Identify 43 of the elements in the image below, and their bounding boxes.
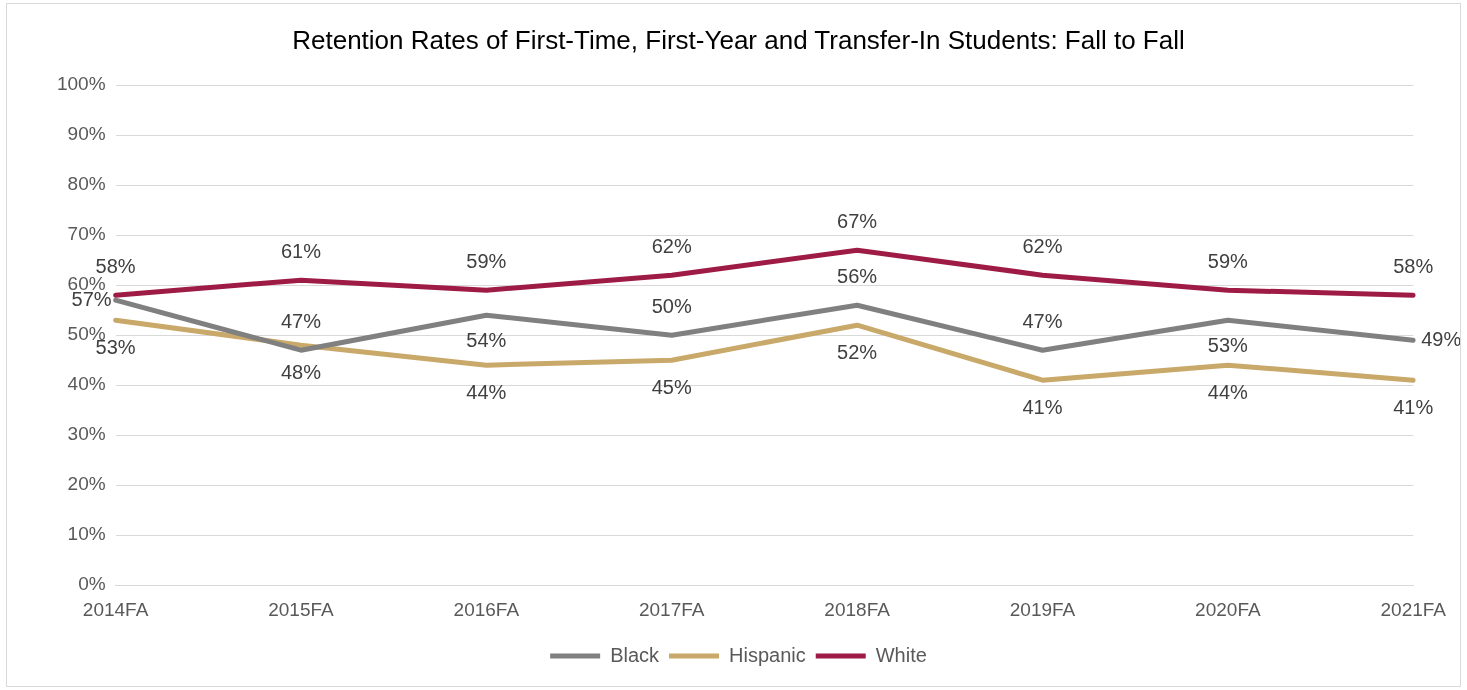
data-label: 67% bbox=[837, 209, 878, 232]
y-tick-label: 90% bbox=[67, 123, 106, 145]
data-label: 52% bbox=[837, 340, 878, 363]
data-label: 58% bbox=[1393, 254, 1434, 277]
data-label: 48% bbox=[280, 360, 322, 383]
y-tick-label: 40% bbox=[67, 373, 106, 395]
x-tick-label: 2020FA bbox=[1195, 598, 1261, 620]
data-label: 61% bbox=[280, 239, 322, 262]
y-tick-label: 30% bbox=[67, 423, 106, 445]
data-label: 45% bbox=[651, 375, 692, 398]
data-label: 59% bbox=[466, 249, 507, 272]
data-label: 44% bbox=[466, 380, 507, 403]
data-label: 47% bbox=[1022, 309, 1063, 332]
x-tick-label: 2015FA bbox=[268, 598, 335, 620]
data-label: 49% bbox=[1421, 327, 1462, 350]
data-label: 58% bbox=[95, 254, 136, 277]
data-label: 53% bbox=[1207, 333, 1249, 356]
x-tick-label: 2019FA bbox=[1009, 598, 1076, 620]
data-label: 62% bbox=[651, 234, 692, 257]
data-label: 47% bbox=[280, 309, 322, 332]
x-tick-label: 2014FA bbox=[82, 598, 149, 620]
x-tick-label: 2017FA bbox=[638, 598, 705, 620]
y-tick-label: 100% bbox=[56, 73, 106, 95]
x-tick-label: 2018FA bbox=[824, 598, 891, 620]
data-label: 41% bbox=[1022, 395, 1063, 418]
x-tick-label: 2021FA bbox=[1380, 598, 1447, 620]
data-label: 59% bbox=[1207, 249, 1249, 272]
legend-label: White bbox=[875, 643, 927, 666]
y-tick-label: 80% bbox=[67, 173, 106, 195]
y-tick-label: 20% bbox=[67, 473, 106, 495]
legend-label: Black bbox=[610, 643, 661, 666]
chart-title: Retention Rates of First-Time, First-Year and Transfer-In Students: Fall to Fall bbox=[292, 24, 1185, 55]
data-label: 54% bbox=[466, 328, 507, 351]
y-tick-label: 10% bbox=[67, 523, 106, 545]
x-tick-label: 2016FA bbox=[453, 598, 520, 620]
y-tick-label: 0% bbox=[78, 573, 106, 595]
data-label: 56% bbox=[837, 264, 878, 287]
data-label: 50% bbox=[651, 294, 692, 317]
legend-label: Hispanic bbox=[729, 643, 806, 666]
y-tick-label: 70% bbox=[67, 223, 106, 245]
data-label: 62% bbox=[1022, 234, 1063, 257]
data-label: 41% bbox=[1393, 395, 1434, 418]
data-label: 44% bbox=[1207, 380, 1249, 403]
